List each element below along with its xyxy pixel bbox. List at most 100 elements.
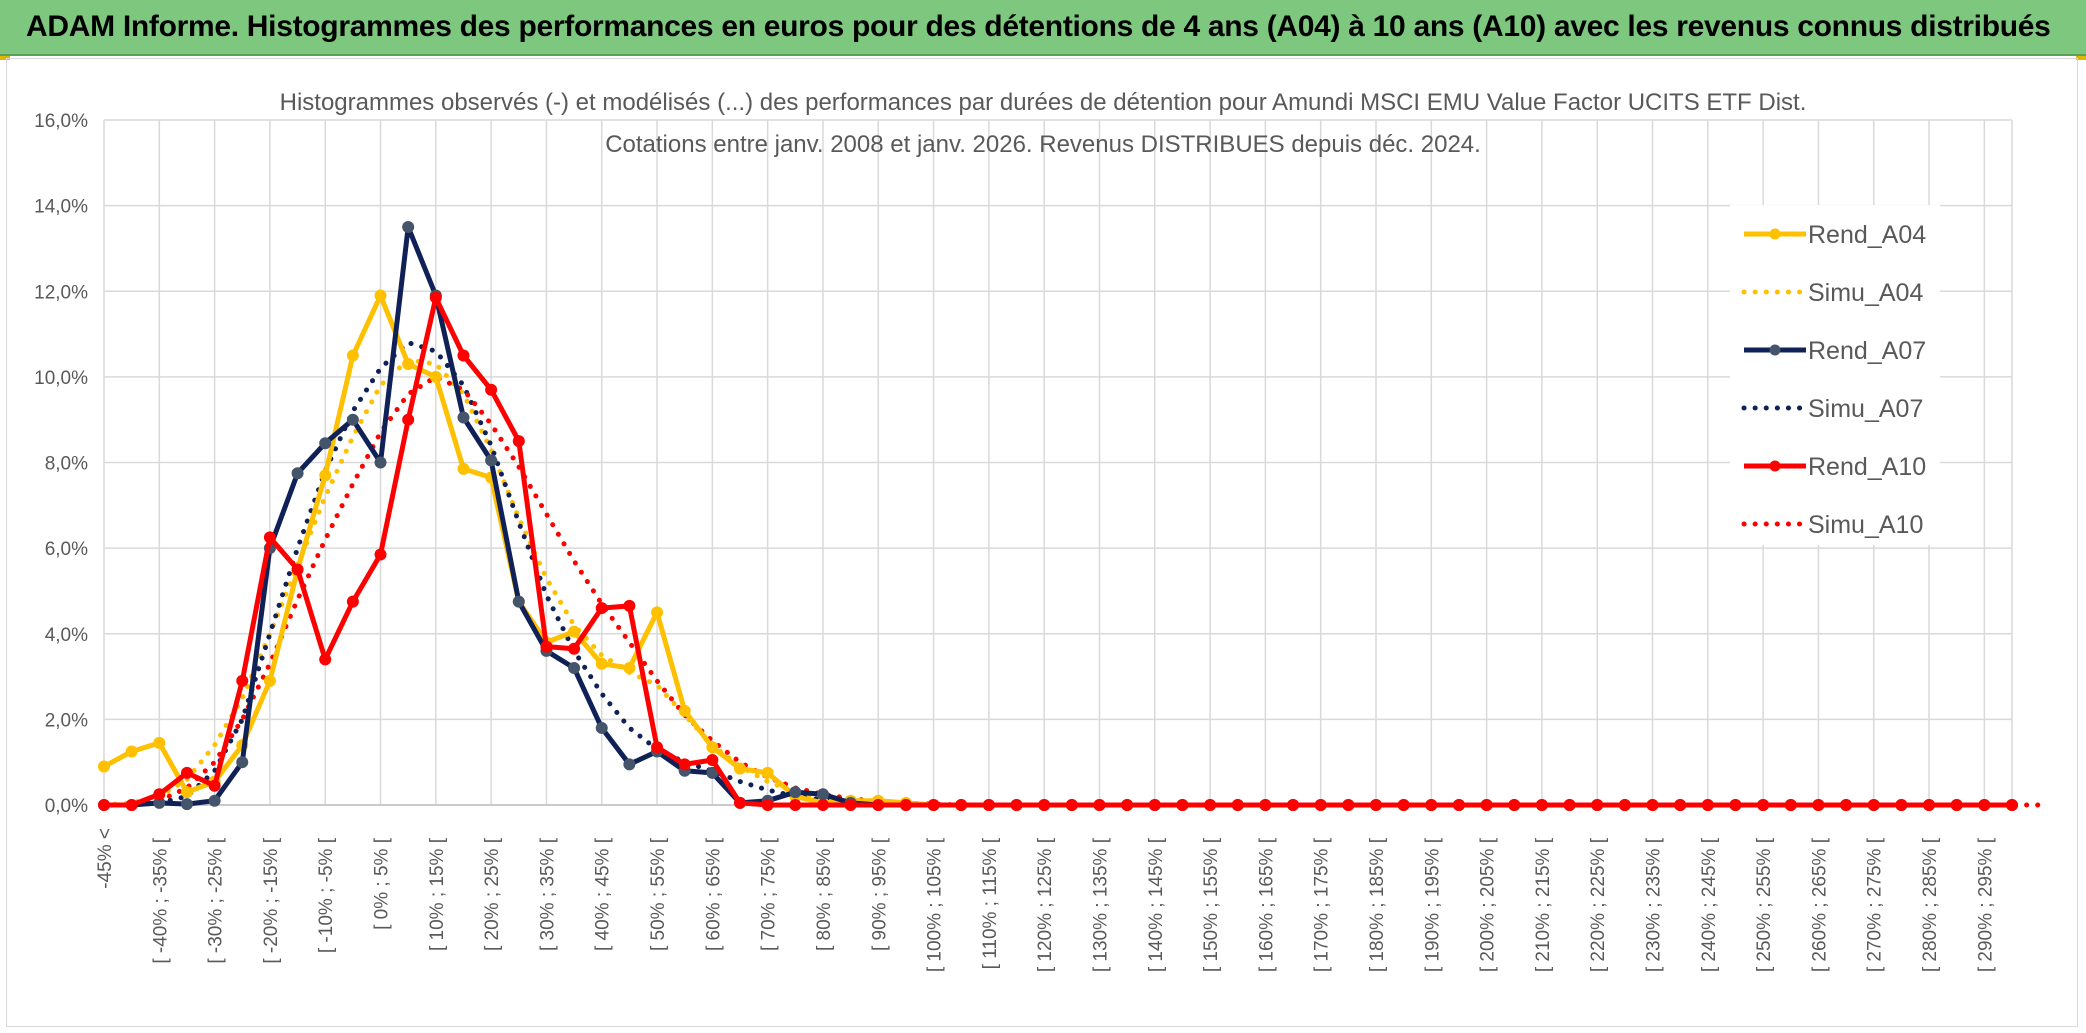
data-point <box>789 799 802 811</box>
y-tick-label: 2,0% <box>45 710 88 731</box>
data-point <box>1729 799 1742 811</box>
data-point <box>899 799 912 811</box>
x-tick-label: [ 120% ; 125% [ <box>1035 837 1056 972</box>
data-point <box>1204 799 1217 811</box>
data-point <box>1867 799 1880 811</box>
x-tick-label: [ 80% ; 85% [ <box>814 837 835 951</box>
data-point <box>1591 799 1604 811</box>
x-tick-label: [ 270% ; 275% [ <box>1865 837 1886 972</box>
data-point <box>789 786 802 799</box>
data-point <box>678 704 691 717</box>
data-point <box>706 741 719 754</box>
data-point <box>1121 799 1134 811</box>
x-tick-label: [ 150% ; 155% [ <box>1201 837 1222 972</box>
x-tick-label: [ 230% ; 235% [ <box>1644 837 1665 972</box>
data-point <box>568 662 581 674</box>
x-tick-label: [ -40% ; -35% [ <box>150 837 171 963</box>
legend-marker <box>1769 344 1781 356</box>
data-point <box>761 766 774 779</box>
data-point <box>568 642 581 655</box>
data-point <box>512 435 525 448</box>
x-tick-label: [ 160% ; 165% [ <box>1256 837 1277 972</box>
data-point <box>485 383 498 396</box>
legend-label: Rend_A07 <box>1808 337 1926 365</box>
data-point <box>98 799 110 811</box>
data-point <box>1757 799 1770 811</box>
data-point <box>623 599 636 612</box>
data-point <box>1176 799 1189 811</box>
x-tick-label: [ 290% ; 295% [ <box>1975 837 1996 972</box>
x-tick-label: -45% < <box>95 828 116 889</box>
x-tick-label: [ 200% ; 205% [ <box>1478 837 1499 972</box>
data-point <box>1065 799 1078 811</box>
data-point <box>1452 799 1465 811</box>
legend-item-Simu_A10: Simu_A10 <box>1741 511 1923 539</box>
data-point <box>623 662 636 674</box>
data-point <box>374 456 387 469</box>
page-title: ADAM Informe. Histogrammes des performan… <box>26 10 2051 43</box>
x-tick-label: [ 0% ; 5% [ <box>372 837 393 930</box>
data-point <box>816 788 829 801</box>
x-tick-label: [ 10% ; 15% [ <box>427 837 448 951</box>
x-tick-label: [ 260% ; 265% [ <box>1809 837 1830 972</box>
x-tick-label: [ 220% ; 225% [ <box>1588 837 1609 972</box>
data-point <box>1784 799 1797 811</box>
data-point <box>706 754 719 767</box>
data-point <box>374 548 387 561</box>
y-axis: 0,0% 2,0% 4,0% 6,0% 8,0% 10,0% 12,0% 14,0% 16,0% <box>34 111 88 817</box>
data-point <box>402 358 415 371</box>
x-tick-label: [ 130% ; 135% [ <box>1090 837 1111 972</box>
data-point <box>291 467 304 480</box>
data-point <box>1480 799 1493 811</box>
data-point <box>98 760 110 773</box>
data-point <box>1895 799 1908 811</box>
x-tick-label: [ 100% ; 105% [ <box>925 837 946 972</box>
y-tick-label: 0,0% <box>45 796 88 817</box>
data-point <box>457 349 470 362</box>
data-point <box>1674 799 1687 811</box>
legend-item-Rend_A10: Rend_A10 <box>1744 453 1926 481</box>
data-point <box>402 221 415 234</box>
data-point <box>1563 799 1576 811</box>
x-tick-label: [ 280% ; 285% [ <box>1920 837 1941 972</box>
data-point <box>1535 799 1548 811</box>
legend-label: Rend_A10 <box>1808 453 1926 481</box>
x-tick-label: [ 140% ; 145% [ <box>1146 837 1167 972</box>
legend-marker <box>1769 460 1781 472</box>
series-line-Simu_A07 <box>101 340 2015 808</box>
data-point <box>236 674 249 687</box>
data-point <box>1840 799 1853 811</box>
data-point <box>2006 799 2018 811</box>
data-point <box>485 454 498 467</box>
x-tick-label: [ 170% ; 175% [ <box>1312 837 1333 972</box>
data-point <box>402 413 415 426</box>
x-tick-label: [ 180% ; 185% [ <box>1367 837 1388 972</box>
data-point <box>1093 799 1106 811</box>
legend-item-Rend_A07: Rend_A07 <box>1744 337 1926 365</box>
series-line-Simu_A04 <box>101 357 2015 808</box>
x-tick-label: [ 190% ; 195% [ <box>1422 837 1443 972</box>
data-point <box>1508 799 1521 811</box>
data-point <box>153 736 166 749</box>
legend-background <box>1730 205 1940 545</box>
data-point <box>180 786 193 799</box>
legend: Rend_A04 Simu_A04 Rend_A07 Simu_A07 Rend_A10… <box>1730 205 1940 545</box>
data-point <box>1370 799 1382 811</box>
data-point <box>429 291 442 304</box>
corner-accent-right <box>2076 56 2086 60</box>
y-tick-label: 4,0% <box>45 625 88 646</box>
x-tick-label: [ 210% ; 215% [ <box>1533 837 1554 972</box>
x-tick-label: [ 40% ; 45% [ <box>593 837 614 951</box>
data-point <box>1287 799 1300 811</box>
data-point <box>595 721 608 734</box>
data-point <box>125 745 138 758</box>
data-point <box>1342 799 1355 811</box>
y-tick-label: 14,0% <box>34 197 88 218</box>
chart-title-line1: Histogrammes observés (-) et modélisés (… <box>280 89 1807 116</box>
data-point <box>1231 799 1244 811</box>
data-point <box>1314 799 1327 811</box>
legend-label: Simu_A10 <box>1808 511 1923 539</box>
legend-label: Rend_A04 <box>1808 221 1926 249</box>
title-background <box>273 87 1813 118</box>
data-point <box>651 741 664 754</box>
